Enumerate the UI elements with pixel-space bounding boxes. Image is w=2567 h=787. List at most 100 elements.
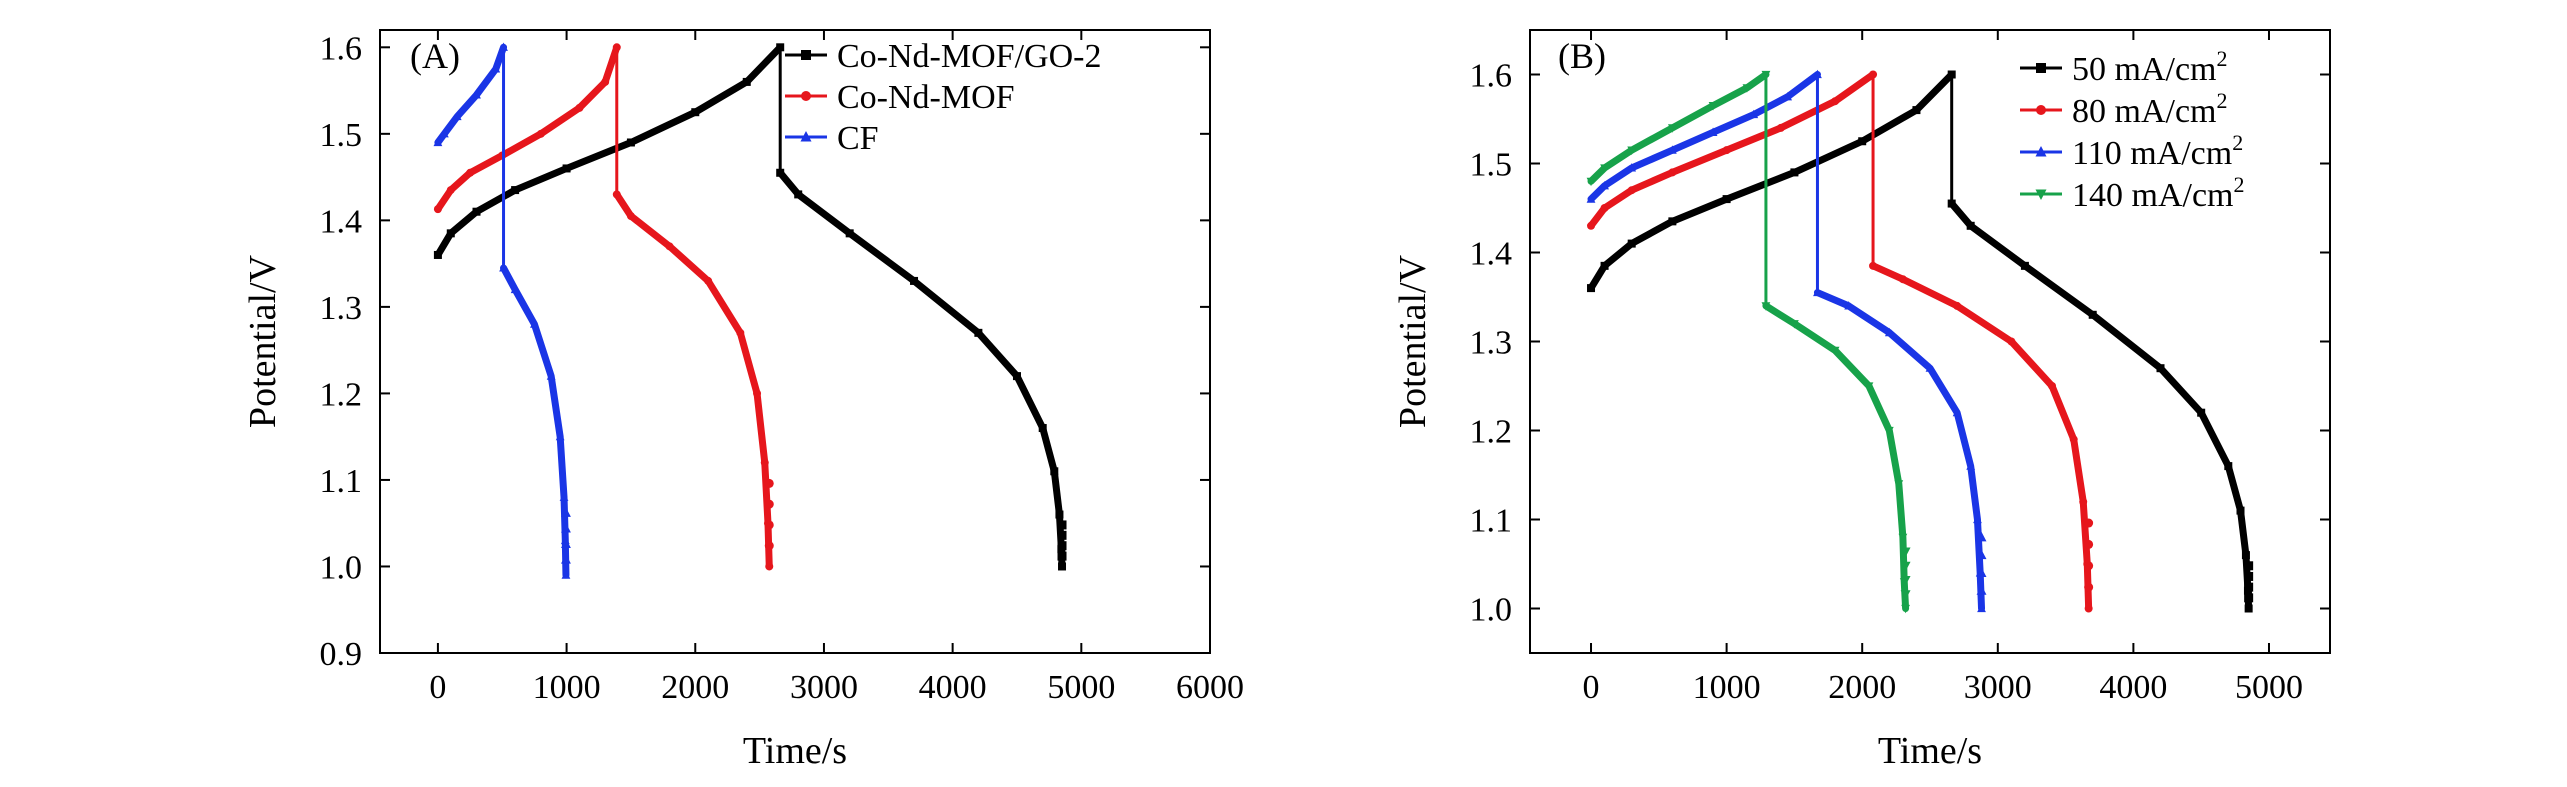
legend-label: 50 mA/cm2	[2072, 46, 2227, 88]
series-co-nd-mof	[433, 43, 774, 571]
y-tick-label: 1.3	[1470, 325, 1513, 362]
y-tick-label: 1.6	[320, 30, 363, 67]
data-point	[2048, 382, 2057, 390]
legend-superscript: 2	[2216, 88, 2227, 113]
panel-label: (B)	[1558, 36, 1606, 76]
data-point	[1884, 426, 1894, 436]
data-point	[1901, 604, 1910, 614]
data-point	[764, 499, 774, 509]
data-point	[1900, 561, 1911, 572]
data-point	[1761, 70, 1771, 80]
legend-superscript: 2	[2233, 172, 2244, 197]
y-tick-label: 0.9	[320, 636, 363, 673]
x-axis-title: Time/s	[743, 730, 847, 772]
y-tick-label: 1.1	[1470, 503, 1513, 540]
charge-curve	[1587, 71, 1877, 230]
data-point	[845, 229, 854, 238]
legend-item: 140 mA/cm2	[2020, 172, 2244, 214]
data-point	[1058, 562, 1067, 571]
data-point	[1790, 320, 1799, 329]
data-point	[560, 538, 571, 549]
series-co-nd-mof-go-2	[433, 43, 1067, 571]
data-point	[1749, 109, 1759, 119]
y-tick-label: 1.5	[1470, 147, 1513, 184]
data-point	[1952, 407, 1962, 417]
data-point	[601, 77, 610, 86]
legend-item: 110 mA/cm2	[2020, 130, 2243, 172]
y-tick-label: 1.6	[1470, 58, 1513, 95]
data-point	[561, 570, 571, 579]
data-point	[626, 138, 635, 147]
data-point	[1858, 137, 1867, 146]
data-point	[2084, 539, 2094, 549]
data-point	[1900, 590, 1911, 600]
discharge-curve	[500, 264, 570, 579]
x-tick-label: 3000	[1964, 669, 2032, 706]
data-point	[1869, 70, 1878, 79]
data-point	[1722, 195, 1731, 204]
data-point	[439, 129, 449, 138]
data-point	[560, 523, 571, 533]
data-point	[665, 242, 674, 251]
data-point	[2079, 497, 2088, 506]
x-tick-label: 2000	[661, 669, 729, 706]
data-point	[1790, 168, 1799, 177]
y-axis-title: Potential/V	[242, 254, 284, 428]
data-point	[1947, 70, 1956, 79]
data-point	[1966, 221, 1975, 230]
data-point	[1587, 221, 1596, 230]
data-point	[511, 186, 520, 195]
data-point	[1057, 530, 1067, 540]
data-point	[1925, 363, 1935, 372]
legend-label: Co-Nd-MOF/GO-2	[837, 38, 1101, 75]
legend-item: Co-Nd-MOF/GO-2	[785, 38, 1101, 75]
y-tick-label: 1.5	[320, 117, 363, 154]
data-point	[2241, 551, 2250, 560]
panel-b: 0 1000 2000 3000 4000 5000 1.0 1.1 1.2 1.3 1.4 1.5 1…	[1392, 29, 2331, 772]
data-point	[1667, 124, 1677, 133]
y-tick-label: 1.2	[320, 376, 363, 413]
data-point	[1038, 424, 1047, 433]
data-point	[764, 478, 774, 488]
data-point	[433, 250, 442, 259]
charge-curve	[434, 43, 621, 213]
series-110-ma-cm	[1586, 69, 1987, 613]
data-point	[1898, 533, 1908, 543]
data-point	[1586, 194, 1596, 203]
series-140-ma-cm	[1586, 70, 1911, 614]
data-point	[562, 164, 571, 173]
data-point	[546, 371, 556, 380]
data-point	[1057, 520, 1067, 530]
data-point	[612, 43, 621, 52]
data-point	[472, 207, 481, 216]
data-point	[2020, 261, 2029, 270]
data-point	[466, 168, 475, 177]
data-point	[2084, 518, 2094, 528]
data-point	[691, 108, 700, 117]
data-point	[2244, 593, 2254, 603]
legend-item: CF	[785, 120, 879, 157]
x-tick-label: 3000	[790, 669, 858, 706]
data-point	[764, 520, 774, 530]
data-point	[1813, 69, 1822, 79]
legend-marker	[801, 91, 811, 101]
legend-item: 50 mA/cm2	[2020, 46, 2227, 88]
data-point	[1586, 177, 1596, 187]
legend-marker	[801, 50, 811, 60]
data-point	[2088, 310, 2097, 319]
data-point	[1864, 382, 1874, 391]
data-point	[1813, 287, 1822, 297]
data-point	[2197, 408, 2206, 417]
y-tick-label: 1.0	[1470, 592, 1513, 629]
legend-item: 80 mA/cm2	[2020, 88, 2227, 130]
y-tick-label: 1.0	[320, 549, 363, 586]
data-point	[764, 541, 774, 551]
legend-label: Co-Nd-MOF	[837, 79, 1015, 116]
charge-curve	[1587, 71, 1821, 203]
data-point	[1953, 301, 1962, 310]
data-point	[446, 229, 455, 238]
data-point	[2224, 462, 2233, 471]
data-point	[2236, 506, 2245, 515]
data-point	[433, 137, 443, 147]
data-point	[2156, 364, 2165, 373]
